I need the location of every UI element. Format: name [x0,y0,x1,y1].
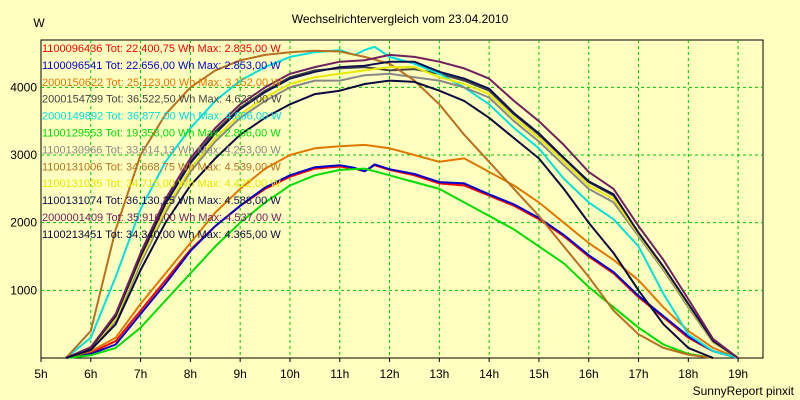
x-tick-label: 19h [728,367,748,381]
y-tick-label: 1000 [10,283,37,297]
x-tick-label: 17h [629,367,649,381]
series-line-1100130966 [65,72,739,359]
x-tick-label: 18h [678,367,698,381]
x-tick-label: 10h [280,367,300,381]
x-tick-label: 12h [380,367,400,381]
x-tick-label: 14h [479,367,499,381]
legend-entry-1100131006: 1100131006 Tot: 34.668,75 Wh Max: 4.539,… [42,161,281,173]
series-line-1100131035 [65,66,739,359]
series-line-2000001409 [65,53,739,359]
legend-entry-2000149892: 2000149892 Tot: 36.877,00 Wh Max: 4.696,… [42,111,282,123]
x-tick-label: 13h [429,367,449,381]
y-tick-label: 4000 [10,80,37,94]
legend-entry-2000150622: 2000150622 Tot: 25.123,00 Wh Max: 3.152,… [42,77,282,89]
x-tick-label: 8h [184,367,197,381]
x-tick-label: 9h [233,367,246,381]
x-tick-label: 6h [84,367,97,381]
legend-entry-1100131074: 1100131074 Tot: 36.130,25 Wh Max: 4.588,… [42,195,281,207]
legend-entry-1100213451: 1100213451 Tot: 34.340,00 Wh Max: 4.365,… [42,229,281,241]
y-tick-label: 3000 [10,148,37,162]
x-tick-label: 7h [134,367,147,381]
series-line-1100096541 [65,163,739,359]
x-tick-label: 5h [34,367,47,381]
x-tick-label: 16h [579,367,599,381]
legend-entry-1100096436: 1100096436 Tot: 22.400,75 Wh Max: 2.835,… [42,43,281,55]
legend-entry-2000001409: 2000001409 Tot: 35.916,00 Wh Max: 4.537,… [42,212,282,224]
x-tick-label: 11h [330,367,349,381]
series-line-1100213451 [65,79,714,359]
footer-credit: SunnyReport pinxit [693,384,795,398]
series-line-1100131074 [65,60,739,359]
series-line-1100131006 [65,49,714,359]
axes: 5h 6h 7h 8h 9h 10h 11h 12h 13h 14h 15h 16h 17h 18h 19h… [10,80,748,381]
y-axis-label: W [33,16,45,30]
x-tick-label: 15h [529,367,549,381]
chart-title: Wechselrichtervergleich vom 23.04.2010 [292,12,509,26]
series-lines [65,45,739,359]
legend-entry-1100096541: 1100096541 Tot: 22.656,00 Wh Max: 2.853,… [42,60,281,72]
legend-entry-2000154799: 2000154799 Tot: 36.522,50 Wh Max: 4.623,… [42,94,282,106]
legend-entry-1100129553: 1100129553 Tot: 19.353,00 Wh Max: 2.866,… [42,128,281,140]
legend: 1100096436 Tot: 22.400,75 Wh Max: 2.835,… [42,43,282,241]
legend-entry-1100131035: 1100131035 Tot: 34.715,00 Wh Max: 4.422,… [42,178,281,190]
y-tick-label: 2000 [10,216,37,230]
series-line-2000149892 [65,45,739,359]
legend-entry-1100130966: 1100130966 Tot: 33.514,13 Wh Max: 4.253,… [42,144,281,156]
